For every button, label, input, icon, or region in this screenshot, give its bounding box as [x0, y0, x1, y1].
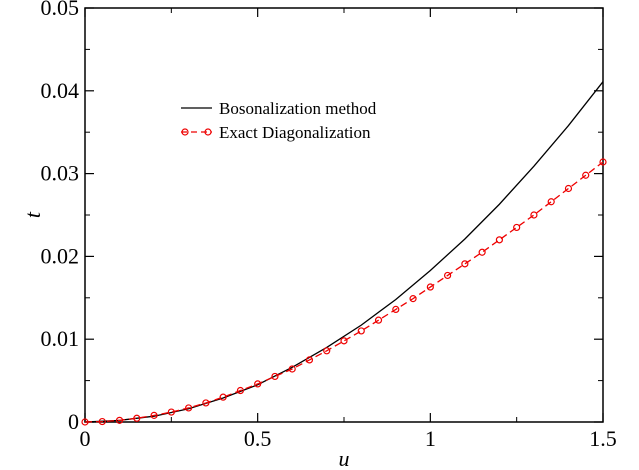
data-point: [98, 417, 106, 426]
data-point: [547, 198, 555, 206]
data-point: [185, 404, 193, 412]
legend-label-2: Exact Diagonalization: [219, 123, 371, 142]
x-tick-label: 1: [425, 426, 436, 451]
data-point: [305, 356, 314, 364]
data-point: [426, 283, 434, 291]
plot-frame: [84, 7, 604, 423]
legend-marker: [181, 128, 189, 136]
data-point: [357, 327, 365, 335]
data-point: [409, 295, 417, 303]
data-point: [150, 411, 158, 419]
series-layer: [81, 81, 607, 426]
x-axis-label: u: [339, 446, 350, 470]
data-point: [115, 416, 124, 424]
y-tick-label: 0.01: [41, 326, 80, 351]
data-point: [236, 386, 244, 395]
series-line-1: [84, 81, 604, 423]
legend: Bosonalization method Exact Diagonalizati…: [181, 99, 377, 142]
data-point: [461, 260, 469, 268]
data-point: [478, 248, 486, 256]
data-point: [202, 399, 210, 407]
series-line-2: [84, 161, 604, 423]
x-tick-label: 0: [80, 426, 91, 451]
y-axis-label: t: [20, 211, 45, 218]
data-point: [374, 316, 383, 324]
y-tick-label: 0: [68, 409, 79, 434]
y-tick-label: 0.02: [41, 243, 80, 268]
data-point: [444, 271, 452, 280]
data-point: [582, 171, 590, 179]
axis-ticks: 0 0.5 1 1.5 0 0.01 0.02 0.03 0.04 0.05: [41, 0, 617, 451]
data-point: [599, 158, 607, 166]
data-point: [133, 414, 141, 422]
x-tick-label: 0.5: [244, 426, 272, 451]
data-point: [288, 365, 296, 373]
x-tick-label: 1.5: [589, 426, 617, 451]
y-tick-label: 0.04: [41, 78, 80, 103]
data-point: [564, 184, 573, 193]
data-point: [167, 408, 175, 416]
data-point: [323, 347, 331, 355]
legend-marker: [204, 128, 212, 136]
data-point: [271, 372, 279, 381]
data-point: [530, 211, 538, 219]
legend-label-1: Bosonalization method: [219, 99, 377, 118]
data-point: [392, 305, 400, 313]
data-point: [495, 236, 503, 244]
data-point: [340, 337, 348, 345]
data-point: [513, 223, 521, 232]
data-point: [81, 418, 89, 426]
data-point: [254, 380, 262, 388]
y-tick-label: 0.03: [41, 161, 80, 186]
y-tick-label: 0.05: [41, 0, 80, 20]
data-point: [219, 393, 227, 401]
